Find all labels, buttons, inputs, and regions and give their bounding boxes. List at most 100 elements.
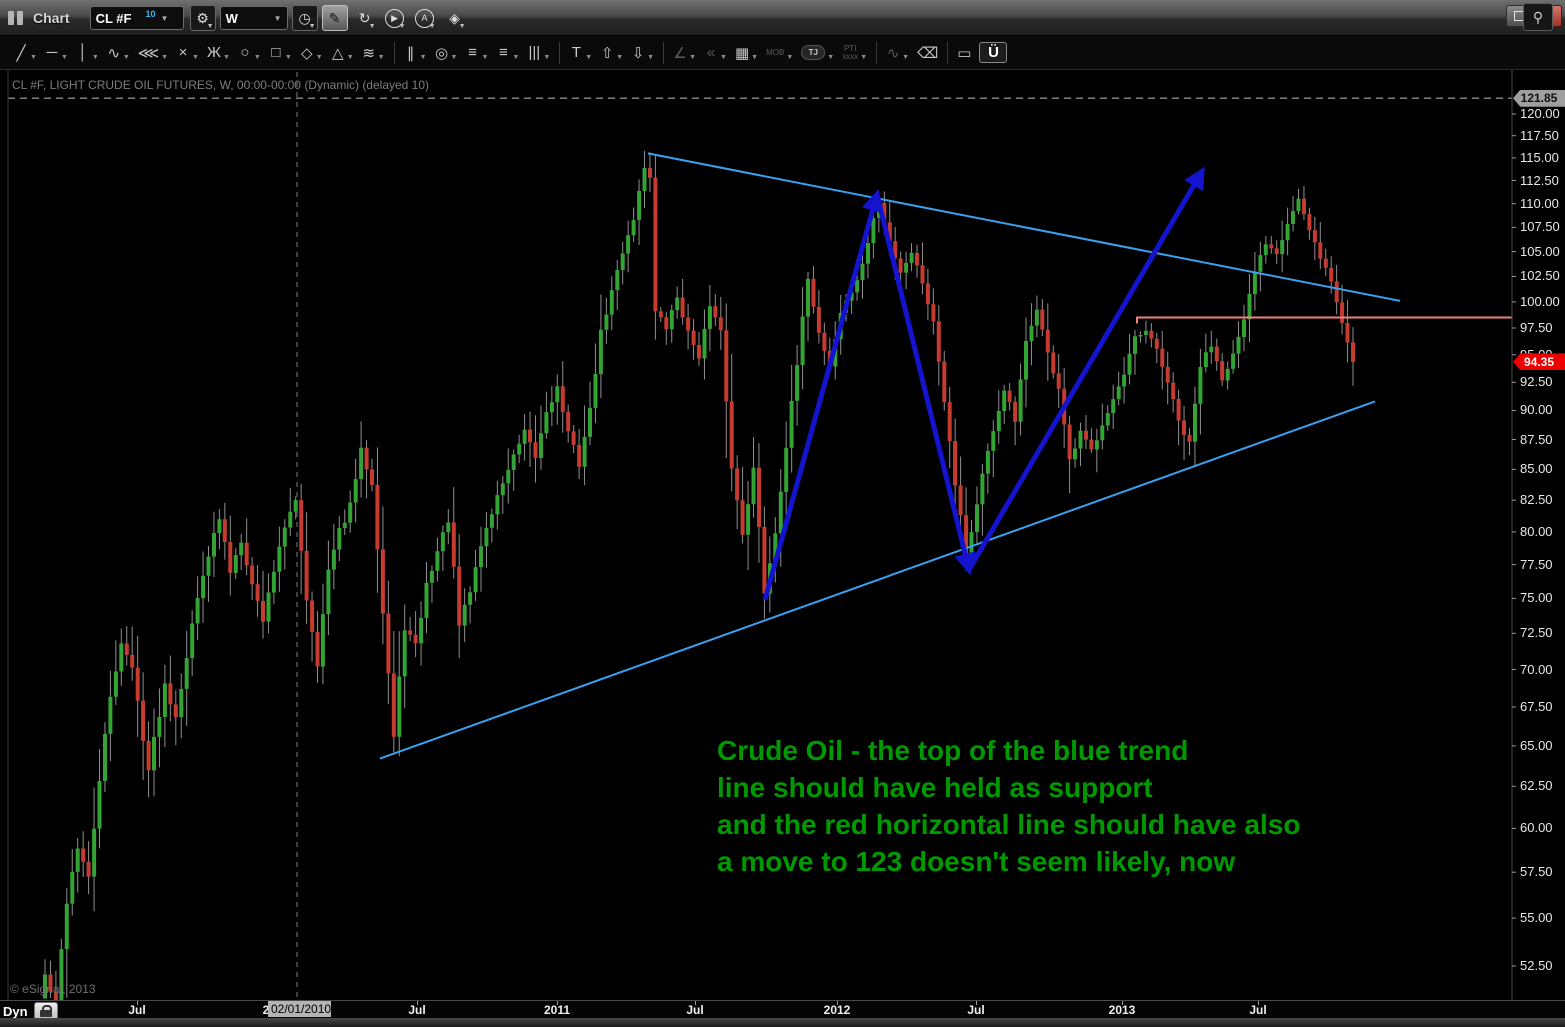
vertical-line-icon[interactable]: │ ▼ [78,44,99,61]
title-bar: Chart CL #F 10 ▼ ⚙▼W▼◷▼✎↻▼▶▼A▼◈▼ × [0,0,1565,36]
diamond-icon[interactable]: ◇ ▼ [301,44,323,62]
horizontal-line-icon[interactable]: ─ ▼ [46,44,68,61]
price-tick-label: 80.00 [1520,523,1553,539]
price-tick-label: 117.50 [1520,127,1559,143]
gann-fan-icon[interactable]: ∠ ▼ [673,44,697,62]
price-tick-label: 115.00 [1520,149,1559,165]
link-compass-icon[interactable]: ◈ ▼ [449,9,466,31]
window-panes-icon [8,11,23,25]
regression-arrows-icon[interactable]: «▼ [706,44,727,61]
red-horizontal-support-line[interactable] [1136,316,1512,324]
parallel-hatch-icon[interactable]: ≋ ▼ [362,44,385,62]
annotation-line: line should have held as support [717,772,1153,803]
draw-pencil-icon[interactable]: ✎ [321,5,348,31]
price-tick-label: 102.50 [1520,268,1560,284]
toolbar-separator [393,41,395,64]
refresh-icon[interactable]: ↻ ▼ [358,9,376,31]
price-tick-label: 85.00 [1520,461,1553,477]
time-tick-mark [1122,1001,1123,1005]
ellipse-icon[interactable]: ○ ▼ [240,44,261,61]
arrow-up-icon[interactable]: ⇧ ▼ [600,44,624,62]
mob-study-icon[interactable]: MOB ▼ [766,47,794,61]
fib-extension-icon[interactable]: ≡ ▼ [499,44,520,61]
time-tick-label: Jul [967,1003,985,1017]
time-tick-mark [1258,1001,1259,1005]
price-tick-marks [1512,113,1516,967]
cursor-date-box: 02/01/2010 [268,1001,331,1017]
time-tick-label: Jul [1249,1003,1267,1017]
blue-projection-arrow[interactable] [966,166,1205,572]
time-tick-label: 2011 [543,1003,571,1017]
time-tick-label: 2012 [823,1003,851,1017]
price-tick-label: 87.50 [1520,431,1553,447]
ascending-support-trendline[interactable] [379,400,1376,760]
time-tick-mark [137,1001,138,1005]
window-bottom-border [0,1018,1565,1027]
auto-a-icon[interactable]: A ▼ [412,5,438,31]
time-tick-label: Jul [408,1003,426,1017]
annotation-line: and the red horizontal line should have … [717,809,1301,840]
price-tick-label: 60.00 [1520,820,1553,836]
time-tick-label: Jul [686,1003,704,1017]
last-price-badge: 94.35 [1513,353,1565,371]
fib-circles-icon[interactable]: ◎ ▼ [434,44,458,62]
window-title: Chart [33,10,70,26]
price-tick-label: 82.50 [1520,492,1553,508]
price-tick-label: 75.00 [1520,590,1553,606]
blue-projection-arrow[interactable] [874,193,976,576]
annotation-line: a move to 123 doesn't seem likely, now [717,846,1236,877]
arrow-down-icon[interactable]: ⇩ ▼ [631,44,655,62]
price-tick-label: 92.50 [1520,374,1553,390]
time-interval-clock-icon[interactable]: ◷ ▼ [291,5,318,31]
wave-tool-icon[interactable]: ∿ ▼ [886,44,910,62]
lock-icon[interactable] [33,1002,58,1020]
chevron-down-icon[interactable]: ▼ [273,13,282,23]
eraser-icon[interactable]: ⌫ [917,44,939,62]
pushpin-icon[interactable]: ⚲ [1523,3,1553,31]
price-axis[interactable]: 120.00 117.50 115.00 112.50 110.00 107.50 105.… [1513,70,1565,1000]
copyright-label: © eSignal, 2013 [10,982,96,996]
price-tick-label: 112.50 [1520,172,1559,188]
play-icon[interactable]: ▶ ▼ [382,5,408,31]
trendline-icon[interactable]: ╱ ▼ [16,44,37,62]
chart-canvas[interactable] [0,70,1565,1001]
toolbar-separator [663,41,665,64]
chevron-down-icon[interactable]: ▼ [160,13,169,23]
blue-projection-arrow[interactable] [762,188,884,601]
parallel-lines-icon[interactable]: ∥ ▼ [406,44,427,62]
triangle-icon[interactable]: △ ▼ [331,44,354,62]
cross-lines-icon[interactable]: × ▼ [178,44,199,61]
symbol-input[interactable]: CL #F 10 ▼ [89,6,184,30]
price-tick-label: 97.50 [1520,319,1553,335]
tj-study-icon[interactable]: TJ ▼ [797,40,838,66]
text-tool-icon[interactable]: T ▼ [571,44,593,61]
time-tick-label: 2013 [1108,1003,1136,1017]
price-tick-label: 55.00 [1520,910,1553,926]
dyn-label: Dyn [3,1003,28,1019]
multi-fan-icon[interactable]: Ж ▼ [207,44,230,61]
descending-resistance-trendline[interactable] [647,152,1401,302]
symbol-value: CL #F [95,10,132,26]
rectangle-icon[interactable]: □ ▼ [271,44,292,61]
price-tick-label: 67.50 [1520,698,1553,714]
pti-study-icon[interactable]: PTI xxxx ▼ [842,43,868,61]
time-axis[interactable]: Dyn Jul2010Jul2011Jul2012Jul2013Jul02/01… [0,1000,1565,1020]
time-tick-mark [557,1001,558,1005]
price-tick-label: 105.00 [1520,243,1560,259]
grid-icon[interactable]: ▦ ▼ [734,44,759,62]
fan-lines-icon[interactable]: ⋘ ▼ [137,44,169,62]
price-tick-label: 90.00 [1520,402,1553,418]
time-tick-mark [695,1001,696,1005]
toolbar-separator [876,41,878,64]
price-tick-label: 72.50 [1520,625,1553,641]
fib-retracement-icon[interactable]: ≡ ▼ [468,44,489,61]
interval-value: W [225,10,238,26]
magnet-snap-icon[interactable]: Ü [975,40,1011,66]
symbol-settings-gear-icon[interactable]: ⚙ ▼ [189,5,216,31]
time-tick-mark [837,1001,838,1005]
zigzag-line-icon[interactable]: ∿ ▼ [107,44,130,62]
text-annotation[interactable]: Crude Oil - the top of the blue trend li… [717,732,1300,880]
interval-select[interactable]: W ▼ [219,6,288,30]
fib-time-zones-icon[interactable]: ||| ▼ [528,44,551,61]
callout-icon[interactable]: ▭ [957,44,972,62]
